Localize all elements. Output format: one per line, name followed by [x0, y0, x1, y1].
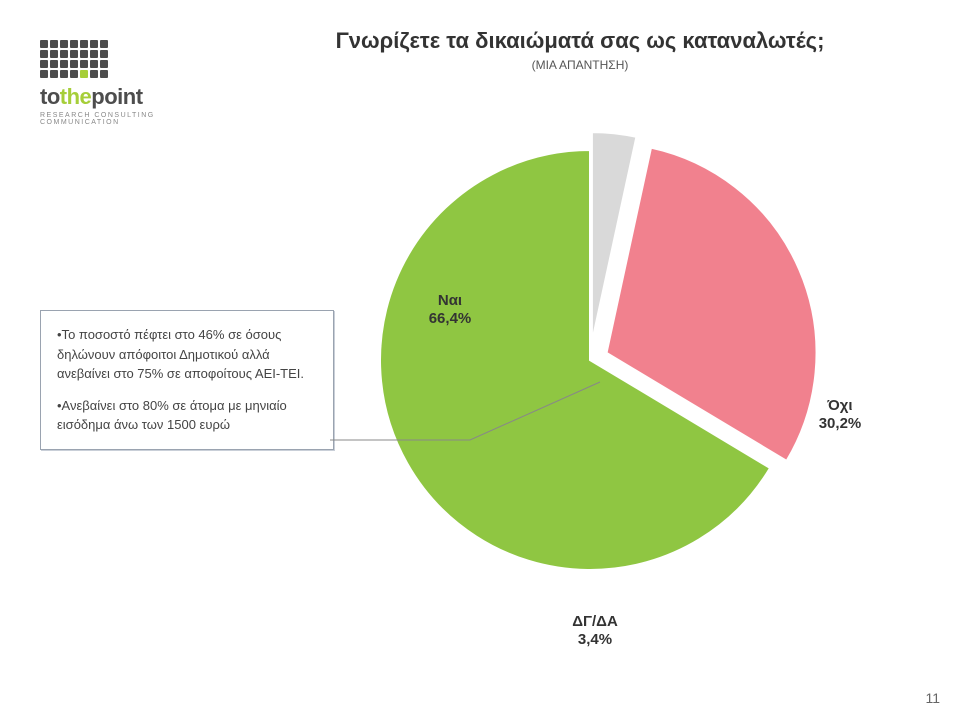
slice-label: ΔΓ/ΔΑ [572, 613, 618, 630]
info-bullet-2: •Ανεβαίνει στο 80% σε άτομα με μηνιαίο ε… [57, 396, 317, 435]
slice-percent: 3,4% [578, 631, 612, 648]
slice-label: Όχι [826, 397, 852, 414]
slice-label-group: Όχι30,2% [819, 397, 862, 432]
pie-chart: Ναι66,4%Όχι30,2%ΔΓ/ΔΑ3,4% [340, 110, 840, 610]
slide-title: Γνωρίζετε τα δικαιώματά σας ως καταναλωτ… [250, 28, 910, 54]
slice-label: Ναι [438, 292, 462, 309]
logo-subtitle: RESEARCH CONSULTING COMMUNICATION [40, 112, 200, 126]
slice-percent: 66,4% [429, 310, 472, 327]
slice-percent: 30,2% [819, 415, 862, 432]
page-number: 11 [925, 690, 940, 706]
slice-label-group: ΔΓ/ΔΑ3,4% [572, 613, 618, 648]
logo-text-the: the [60, 84, 92, 109]
slide-subtitle: (ΜΙΑ ΑΠΑΝΤΗΣΗ) [250, 58, 910, 72]
logo-wordmark: tothepoint [40, 84, 200, 110]
logo-grid-icon [40, 40, 200, 78]
info-bullet-1: •Το ποσοστό πέφτει στο 46% σε όσους δηλώ… [57, 325, 317, 384]
logo-text-to: to [40, 84, 60, 109]
info-callout-box: •Το ποσοστό πέφτει στο 46% σε όσους δηλώ… [40, 310, 334, 450]
logo-text-point: point [91, 84, 142, 109]
slide-title-block: Γνωρίζετε τα δικαιώματά σας ως καταναλωτ… [250, 28, 910, 72]
brand-logo: tothepoint RESEARCH CONSULTING COMMUNICA… [40, 40, 200, 126]
